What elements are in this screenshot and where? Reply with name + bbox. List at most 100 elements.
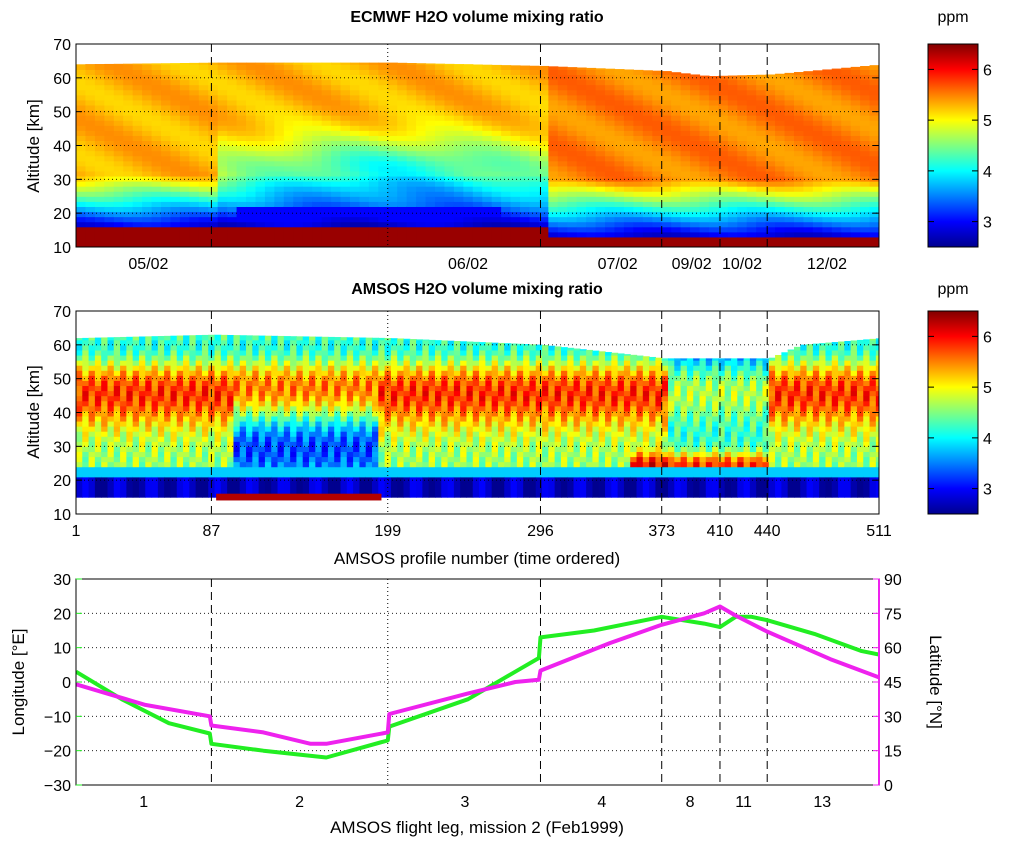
amsos-cell <box>94 471 102 478</box>
ecmwf-cell <box>293 104 304 111</box>
amsos-cell <box>82 395 90 402</box>
ecmwf-cell <box>746 221 757 228</box>
ecmwf-cell <box>312 155 323 162</box>
amsos-cell <box>290 481 298 488</box>
ecmwf-cell <box>453 196 464 202</box>
ecmwf-cell <box>340 150 351 157</box>
ecmwf-cell <box>463 74 474 81</box>
ecmwf-cell <box>841 69 852 76</box>
ecmwf-cell <box>803 150 814 157</box>
amsos-cell <box>76 466 83 473</box>
ecmwf-cell <box>179 89 190 96</box>
amsos-cell <box>296 405 304 412</box>
ecmwf-cell <box>614 226 625 233</box>
amsos-cell <box>246 471 253 478</box>
amsos-cell <box>107 461 115 468</box>
amsos-cell <box>113 415 121 422</box>
ecmwf-cell <box>756 120 767 126</box>
ecmwf-cell <box>434 64 446 70</box>
amsos-cell <box>302 400 310 407</box>
amsos-cell <box>353 426 360 432</box>
ecmwf-cell <box>614 150 625 157</box>
ecmwf-cell <box>113 175 124 182</box>
ecmwf-cell <box>387 115 398 121</box>
ecmwf-cell <box>236 216 247 223</box>
amsos-cell <box>271 436 279 442</box>
amsos-cell <box>246 426 253 432</box>
ecmwf-cell <box>690 241 701 247</box>
ecmwf-cell <box>274 191 285 197</box>
ecmwf-cell <box>161 130 172 136</box>
amsos-cell <box>378 466 386 473</box>
amsos-cell <box>94 466 102 473</box>
ecmwf-cell <box>879 227 889 233</box>
amsos-cell <box>327 370 335 376</box>
amsos-cell <box>403 354 411 361</box>
ecmwf-cell <box>132 150 143 157</box>
ecmwf-cell <box>208 69 219 76</box>
amsos-cell <box>409 436 417 442</box>
ecmwf-cell <box>652 74 663 81</box>
ecmwf-cell <box>756 211 767 218</box>
ecmwf-cell <box>879 135 889 141</box>
amsos-cell <box>277 436 285 442</box>
amsos-cell <box>359 420 367 427</box>
ecmwf-cell <box>671 155 682 162</box>
amsos-cell <box>246 405 253 412</box>
ecmwf-cell <box>510 165 521 172</box>
ecmwf-cell <box>104 63 115 65</box>
ecmwf-cell <box>746 165 757 172</box>
amsos-cell <box>346 385 354 392</box>
ecmwf-cell <box>879 146 889 152</box>
ecmwf-cell <box>170 74 181 81</box>
amsos-cell <box>189 431 197 437</box>
ecmwf-cell <box>208 231 219 238</box>
amsos-cell <box>334 400 342 407</box>
ecmwf-cell <box>274 221 285 228</box>
ecmwf-cell <box>406 216 417 223</box>
amsos-cell <box>82 375 90 381</box>
amsos-cell <box>176 395 184 402</box>
ecmwf-cell <box>387 226 398 233</box>
amsos-cell <box>409 415 417 422</box>
ecmwf-cell <box>680 206 691 213</box>
ecmwf-cell <box>671 130 682 136</box>
amsos-cell <box>201 481 209 488</box>
amsos-cell <box>359 349 367 356</box>
amsos-cell <box>126 446 134 453</box>
ecmwf-cell <box>397 145 408 152</box>
amsos-cell <box>346 365 354 371</box>
amsos-cell <box>76 349 83 356</box>
amsos-cell <box>138 466 146 473</box>
ecmwf-cell <box>812 206 823 213</box>
amsos-cell <box>126 471 134 478</box>
ecmwf-cell <box>331 145 342 152</box>
ecmwf-cell <box>170 140 181 147</box>
ecmwf-cell <box>633 115 644 121</box>
ecmwf-cell <box>274 79 285 86</box>
ecmwf-cell <box>132 221 143 228</box>
ecmwf-cell <box>217 109 228 116</box>
ecmwf-cell <box>198 94 209 101</box>
ecmwf-cell <box>510 186 521 192</box>
ecmwf-cell <box>822 150 833 157</box>
amsos-cell <box>271 370 279 376</box>
ecmwf-cell <box>567 135 578 142</box>
ecmwf-cell <box>85 236 96 243</box>
ecmwf-cell <box>397 64 408 70</box>
ecmwf-cell <box>255 170 266 177</box>
ecmwf-cell <box>331 196 342 202</box>
amsos-cell <box>422 395 430 402</box>
ecmwf-cell <box>652 109 663 116</box>
amsos-cell <box>428 492 436 498</box>
ecmwf-cell <box>189 181 200 187</box>
ecmwf-cell <box>737 75 748 81</box>
ecmwf-cell <box>595 104 606 111</box>
ecmwf-cell <box>161 125 172 131</box>
amsos-cell <box>227 365 235 371</box>
amsos-cell <box>422 400 430 407</box>
ecmwf-cell <box>586 196 597 202</box>
amsos-cell <box>409 344 417 351</box>
ecmwf-cell <box>227 145 238 152</box>
ecmwf-cell <box>501 216 512 223</box>
